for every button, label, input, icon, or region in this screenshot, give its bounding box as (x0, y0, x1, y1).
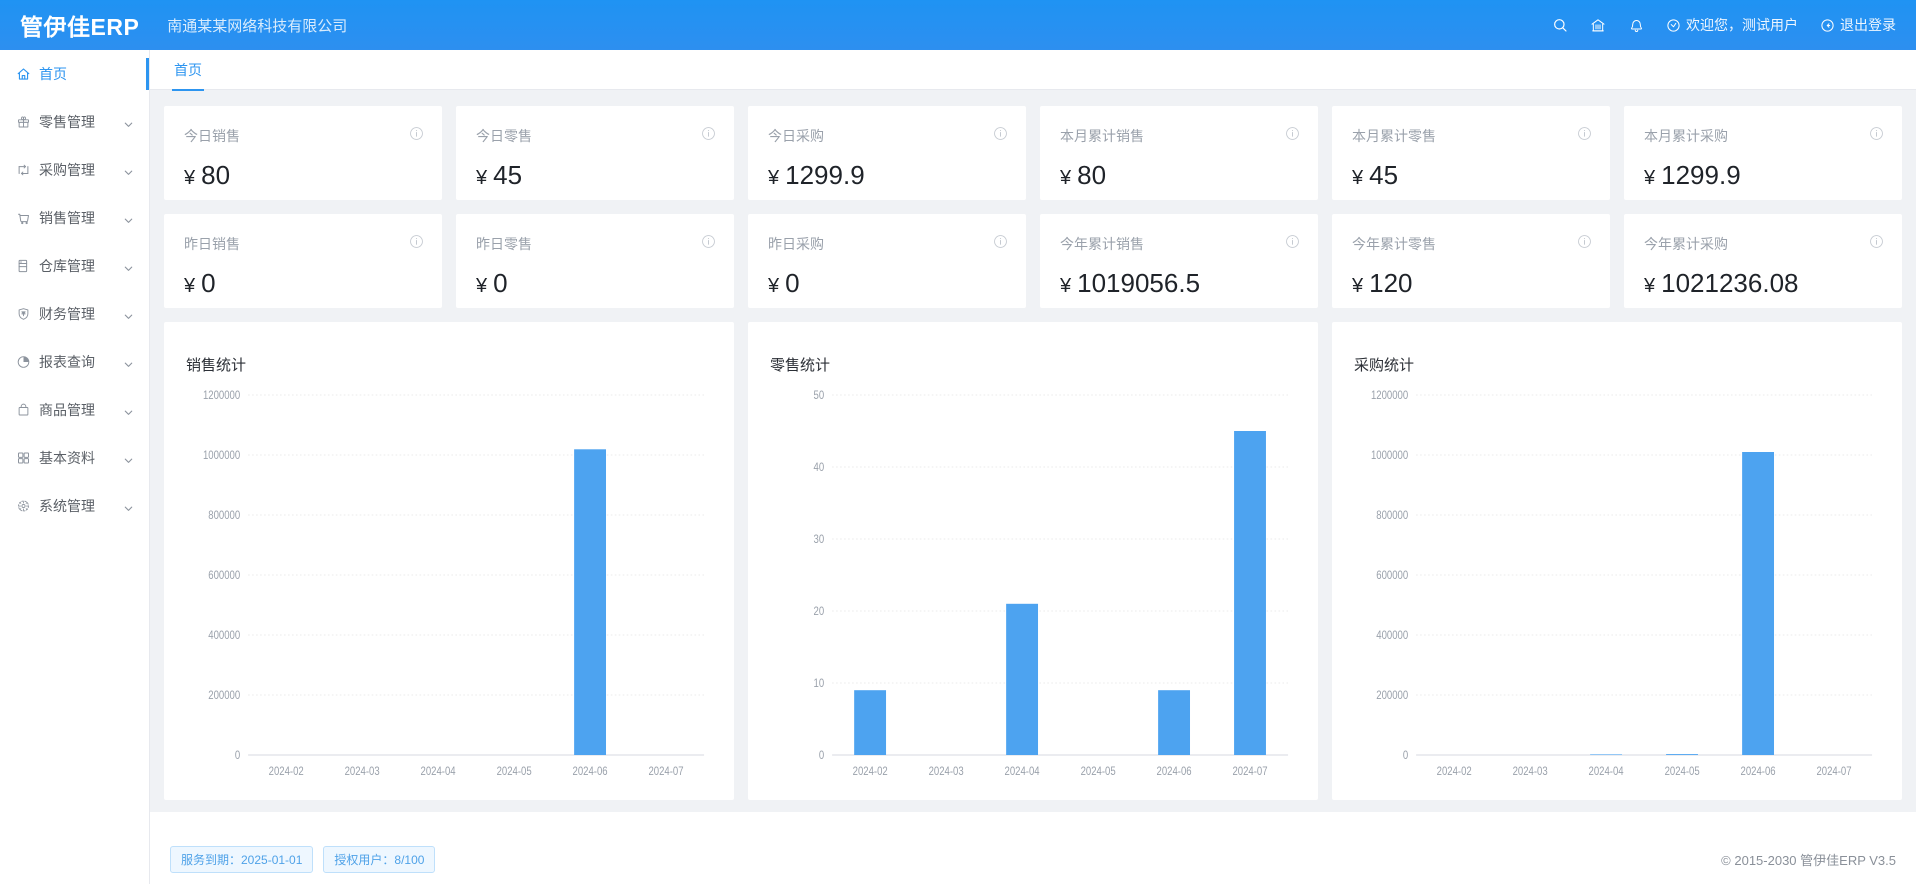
svg-text:200000: 200000 (208, 689, 240, 702)
svg-text:2024-05: 2024-05 (1665, 765, 1700, 778)
svg-text:800000: 800000 (1376, 509, 1408, 522)
svg-text:2024-07: 2024-07 (648, 765, 683, 778)
svg-text:2024-04: 2024-04 (1005, 765, 1040, 778)
svg-text:2024-03: 2024-03 (929, 765, 964, 778)
svg-text:1000000: 1000000 (203, 449, 240, 462)
svg-text:40: 40 (814, 461, 825, 474)
svg-text:800000: 800000 (208, 509, 240, 522)
svg-text:600000: 600000 (1376, 569, 1408, 582)
svg-text:50: 50 (814, 389, 825, 402)
svg-text:2024-03: 2024-03 (1513, 765, 1548, 778)
svg-text:400000: 400000 (208, 629, 240, 642)
svg-text:2024-04: 2024-04 (1589, 765, 1624, 778)
svg-text:1000000: 1000000 (1371, 449, 1408, 462)
svg-text:2024-02: 2024-02 (269, 765, 304, 778)
svg-text:600000: 600000 (208, 569, 240, 582)
svg-text:2024-02: 2024-02 (853, 765, 888, 778)
svg-text:2024-03: 2024-03 (345, 765, 380, 778)
svg-text:30: 30 (814, 533, 825, 546)
svg-text:2024-02: 2024-02 (1437, 765, 1472, 778)
svg-text:2024-07: 2024-07 (1816, 765, 1851, 778)
svg-text:2024-07: 2024-07 (1232, 765, 1267, 778)
svg-text:1200000: 1200000 (1371, 389, 1408, 402)
svg-text:2024-05: 2024-05 (1081, 765, 1116, 778)
svg-text:400000: 400000 (1376, 629, 1408, 642)
svg-text:2024-05: 2024-05 (497, 765, 532, 778)
svg-text:2024-06: 2024-06 (1157, 765, 1192, 778)
svg-text:0: 0 (819, 749, 824, 762)
svg-text:10: 10 (814, 677, 825, 690)
svg-text:1200000: 1200000 (203, 389, 240, 402)
svg-text:2024-06: 2024-06 (1741, 765, 1776, 778)
svg-text:0: 0 (1403, 749, 1408, 762)
svg-text:200000: 200000 (1376, 689, 1408, 702)
svg-text:0: 0 (235, 749, 240, 762)
svg-text:2024-06: 2024-06 (573, 765, 608, 778)
svg-text:2024-04: 2024-04 (421, 765, 456, 778)
svg-text:20: 20 (814, 605, 825, 618)
